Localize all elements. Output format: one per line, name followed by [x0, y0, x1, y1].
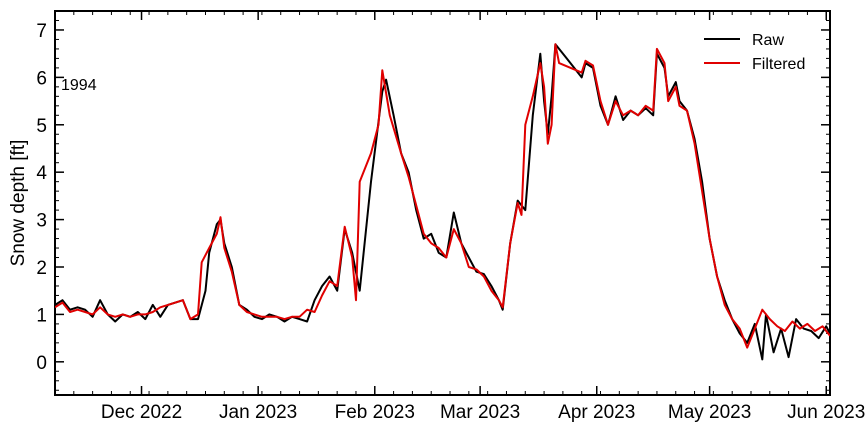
x-tick-label: Jan 2023 [219, 402, 297, 423]
y-tick-label: 5 [36, 116, 47, 137]
y-tick-label: 7 [36, 21, 47, 42]
series-line-filtered [55, 43, 830, 349]
x-tick-label: Mar 2023 [440, 402, 520, 423]
x-tick-label: Feb 2023 [335, 402, 415, 423]
series-line-raw [55, 43, 830, 361]
y-tick-label: 1 [36, 305, 47, 326]
x-tick-label: May 2023 [668, 402, 751, 423]
y-tick-label: 6 [36, 68, 47, 89]
x-tick-label: Jun 2023 [787, 402, 865, 423]
plot-frame [54, 10, 831, 396]
series-layer [55, 43, 830, 361]
legend: Raw Filtered [704, 32, 805, 73]
x-tick-label: Dec 2022 [101, 402, 182, 423]
legend-label-filtered: Filtered [752, 56, 805, 73]
legend-label-raw: Raw [752, 32, 784, 49]
y-tick-label: 2 [36, 258, 47, 279]
y-tick-label: 0 [36, 353, 47, 374]
year-annotation: 1994 [61, 77, 97, 94]
axis-ticks [54, 10, 830, 395]
y-tick-label: 4 [36, 163, 47, 184]
x-tick-label: Apr 2023 [558, 402, 635, 423]
y-axis-label: Snow depth [ft] [8, 140, 29, 267]
axis-labels: 0 1 2 3 4 5 6 7 Dec 2022 Jan 2023 Feb 2023 Mar 2023… [36, 21, 865, 423]
y-tick-label: 3 [36, 211, 47, 232]
